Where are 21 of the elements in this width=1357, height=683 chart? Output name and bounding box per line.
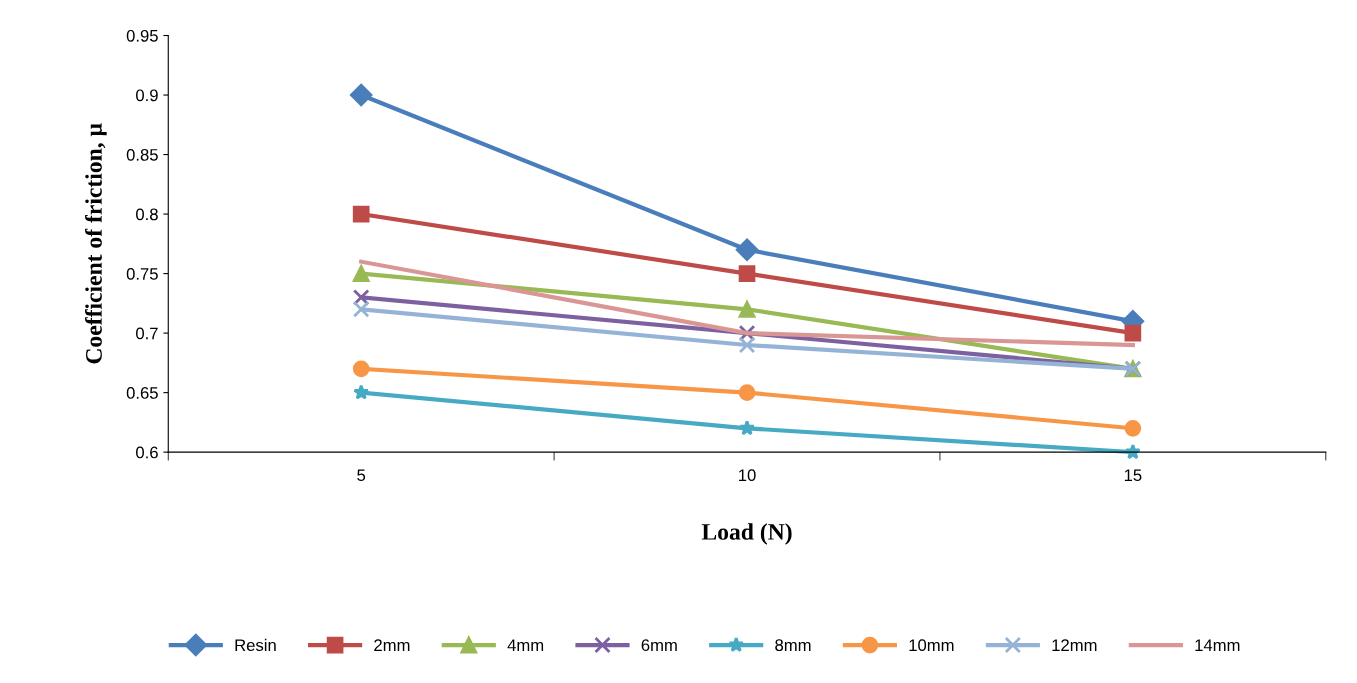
- legend-label: 8mm: [775, 639, 811, 652]
- x-tick-label: 10: [739, 469, 756, 482]
- legend-label: 6mm: [641, 639, 677, 652]
- y-tick-label: 0.7: [136, 327, 158, 340]
- x-tick-label: 15: [1124, 469, 1142, 482]
- x-tick-label: 5: [357, 469, 366, 482]
- x-axis-title: Load (N): [701, 523, 792, 545]
- legend-label: 2mm: [374, 639, 410, 651]
- y-tick-label: 0.65: [126, 387, 158, 399]
- y-tick-label: 0.95: [126, 29, 158, 42]
- legend-label: 12mm: [1052, 639, 1097, 651]
- legend-label: 10mm: [909, 639, 954, 652]
- legend-label: Resin: [235, 638, 276, 652]
- y-tick-label: 0.9: [136, 89, 158, 102]
- y-tick-label: 0.85: [126, 148, 158, 161]
- y-axis-title: Coefficient of friction, μ: [85, 123, 107, 364]
- y-tick-label: 0.8: [136, 208, 158, 221]
- legend-label: 14mm: [1195, 639, 1240, 651]
- y-tick-label: 0.6: [136, 446, 158, 459]
- legend-label: 4mm: [507, 639, 544, 651]
- y-tick-label: 0.75: [126, 267, 158, 280]
